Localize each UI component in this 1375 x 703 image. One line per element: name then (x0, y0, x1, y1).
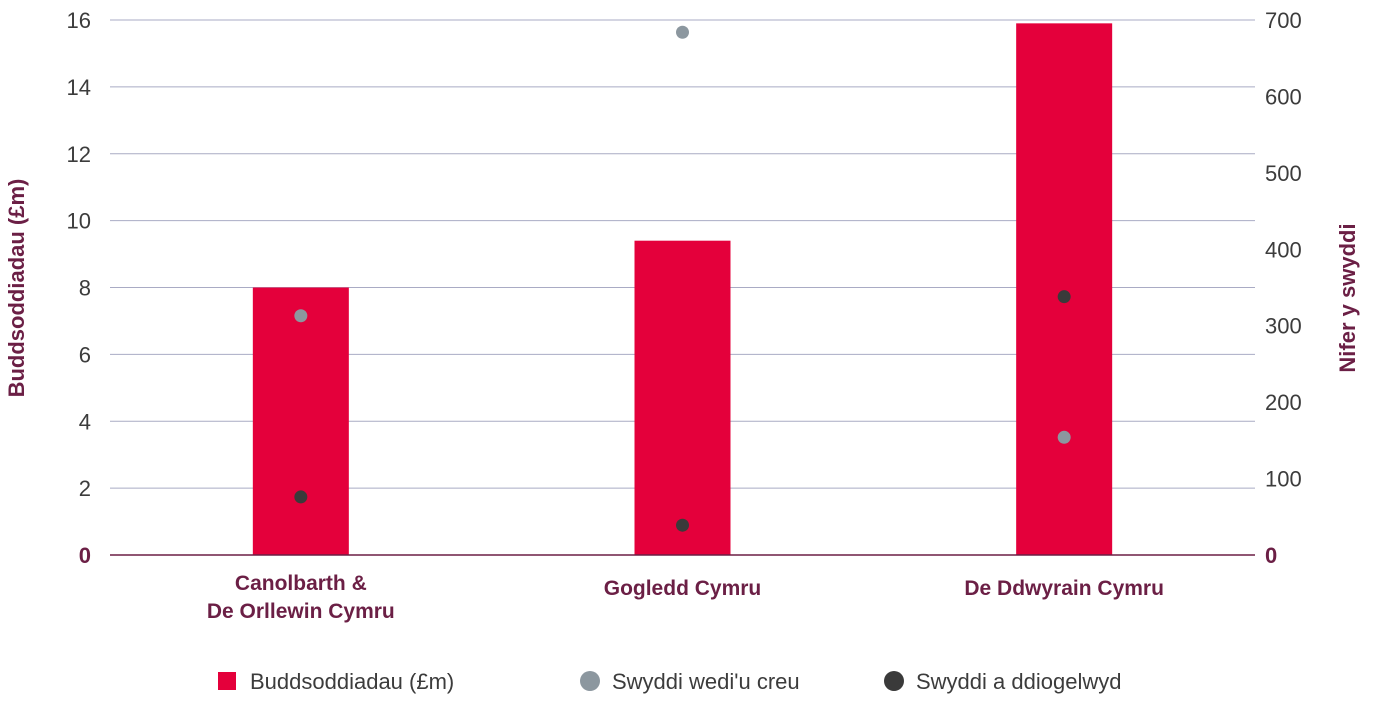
left-tick-label: 16 (67, 8, 91, 33)
right-tick-label: 100 (1265, 467, 1302, 492)
legend-label: Swyddi a ddiogelwyd (916, 669, 1121, 694)
right-tick-label: 500 (1265, 161, 1302, 186)
scatter-point (294, 490, 308, 504)
right-tick-label: 600 (1265, 84, 1302, 109)
bar (1016, 23, 1113, 555)
category-label: Gogledd Cymru (604, 577, 762, 600)
right-tick-label: 300 (1265, 314, 1302, 339)
left-tick-label: 12 (67, 142, 91, 167)
legend-swatch-bar (218, 672, 236, 690)
scatter-point (676, 518, 689, 532)
left-tick-label: 10 (67, 209, 91, 234)
left-tick-label: 2 (79, 476, 91, 501)
right-tick-label: 400 (1265, 237, 1302, 262)
right-tick-label: 700 (1265, 8, 1302, 33)
bar (634, 240, 731, 555)
right-axis-title: Nifer y swyddi (1335, 223, 1360, 372)
legend-label: Swyddi wedi'u creu (612, 669, 800, 694)
bar (252, 287, 349, 555)
category-label: De Ddwyrain Cymru (964, 577, 1164, 600)
left-tick-label: 4 (79, 409, 91, 434)
category-label: Canolbarth & De Orllewin Cymru (207, 572, 395, 623)
right-tick-label: 200 (1265, 390, 1302, 415)
left-tick-label: 14 (67, 75, 91, 100)
left-tick-label: 6 (79, 342, 91, 367)
scatter-point (294, 309, 308, 323)
right-tick-label: 0 (1265, 543, 1277, 568)
scatter-point (676, 25, 689, 39)
legend-swatch-dot (884, 671, 904, 691)
legend-swatch-dot (580, 671, 600, 691)
left-tick-label: 0 (79, 543, 91, 568)
legend-label: Buddsoddiadau (£m) (250, 669, 454, 694)
left-tick-label: 8 (79, 276, 91, 301)
scatter-point (1057, 290, 1071, 304)
left-axis-title: Buddsoddiadau (£m) (4, 179, 29, 398)
scatter-point (1057, 430, 1071, 444)
